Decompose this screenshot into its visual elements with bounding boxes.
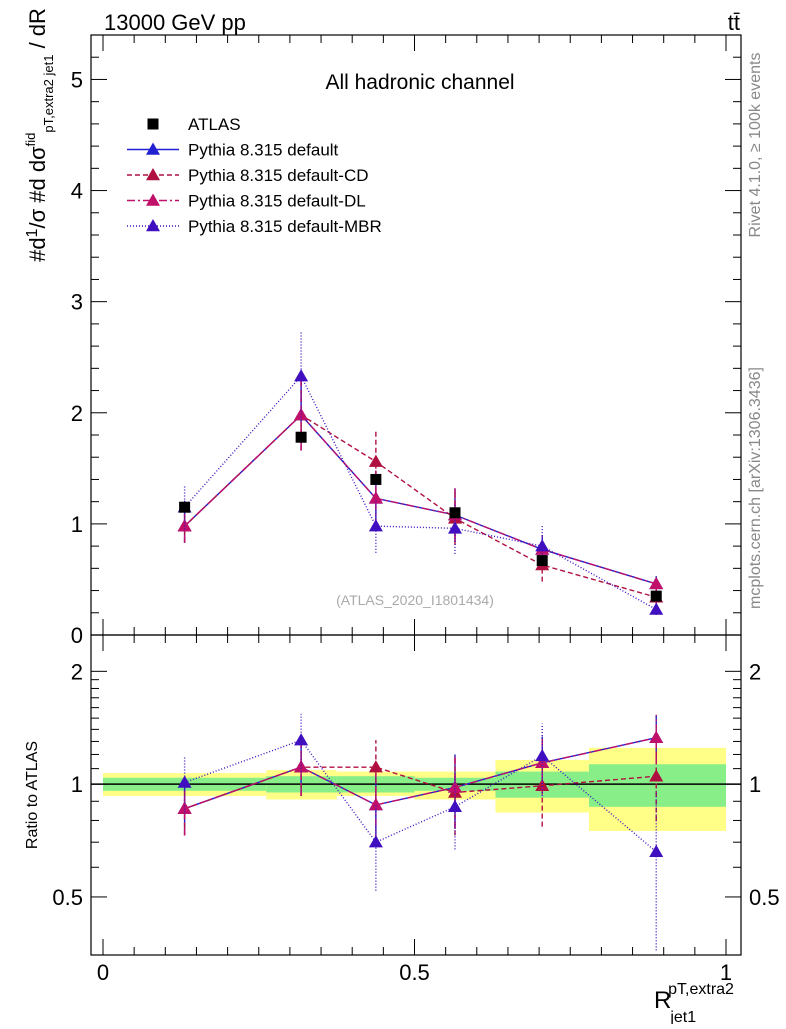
atlas-marker-1 — [295, 431, 307, 443]
ratio-series-1-marker-4 — [535, 778, 550, 792]
ratio-panel: 0.5 0.5 1 1 2 2 0 0.5 1 — [52, 634, 780, 985]
legend-marker-3 — [146, 193, 160, 206]
atlas-marker-5 — [650, 590, 662, 602]
atlas-marker-4 — [536, 555, 548, 567]
ratio-xtick-label-2: 1 — [720, 960, 732, 985]
watermark: (ATLAS_2020_I1801434) — [336, 592, 494, 608]
energy-label: 13000 GeV pp — [104, 10, 246, 35]
main-series — [177, 331, 664, 615]
main-series-4-marker-5 — [649, 602, 664, 615]
main-series-3-line — [184, 413, 657, 585]
ratio-xtick-label-0: 0 — [97, 960, 109, 985]
ratio-ytick-label-right-2: 2 — [749, 659, 761, 684]
legend-label-1: Pythia 8.315 default — [188, 141, 339, 160]
ratio-series-2-marker-0 — [177, 801, 192, 814]
x-axis-label-text: Rjet1pT,extra2 — [654, 981, 734, 1024]
main-series-3-marker-0 — [177, 519, 192, 532]
ratio-series — [177, 713, 664, 951]
main-series-2-marker-2 — [368, 454, 383, 467]
ratio-series-3-marker-5 — [649, 844, 664, 858]
ratio-series-2-marker-2 — [368, 797, 383, 811]
ratio-series-1-marker-2 — [368, 760, 383, 773]
process-label: tt̄ — [728, 10, 740, 35]
atlas-marker-0 — [179, 501, 191, 513]
atlas-marker-3 — [449, 507, 461, 519]
ratio-series-3-marker-1 — [294, 733, 309, 746]
main-axes: 0 1 2 3 4 5 — [71, 34, 742, 648]
main-series-3-marker-5 — [649, 576, 664, 590]
ratio-series-1-marker-5 — [649, 769, 664, 782]
legend-label-0: ATLAS — [188, 115, 241, 134]
ratio-series-2-marker-3 — [447, 780, 462, 793]
main-panel: All hadronic channel (ATLAS_2020_I180143… — [71, 34, 742, 648]
ratio-series-2-marker-4 — [535, 755, 550, 769]
ratio-ytick-label-left-1: 1 — [71, 772, 83, 797]
ratio-ytick-label-right-1: 1 — [749, 772, 761, 797]
main-series-1-line — [184, 413, 657, 585]
ratio-series-2-marker-1 — [294, 760, 309, 773]
main-ytick-label-0: 0 — [71, 623, 83, 648]
legend-marker-1 — [146, 142, 160, 155]
rivet-label: Rivet 4.1.0, ≥ 100k events — [747, 53, 764, 238]
legend-marker-2 — [146, 168, 160, 181]
main-series-4-marker-3 — [447, 521, 462, 534]
legend-label-3: Pythia 8.315 default-DL — [188, 192, 366, 211]
ratio-ytick-label-right-0: 0.5 — [749, 885, 780, 910]
main-series-4-marker-2 — [368, 519, 383, 532]
ratio-frame — [90, 634, 742, 956]
legend: ATLAS Pythia 8.315 default Pythia 8.315 de… — [127, 115, 382, 236]
legend-label-4: Pythia 8.315 default-MBR — [188, 217, 382, 236]
ratio-series-3-marker-3 — [447, 799, 462, 813]
atlas-marker-2 — [370, 473, 382, 485]
mcplots-label: mcplots.cern.ch [arXiv:1306.3436] — [747, 367, 764, 609]
x-axis-label: Rjet1pT,extra2 — [654, 981, 734, 1026]
ratio-series-2-marker-5 — [649, 730, 664, 743]
ratio-xtick-label-1: 0.5 — [399, 960, 430, 985]
ratio-series-3-marker-0 — [177, 775, 192, 788]
main-ytick-label-4: 4 — [71, 179, 83, 204]
ratio-ytick-label-left-0: 0.5 — [52, 885, 83, 910]
main-title: All hadronic channel — [325, 71, 514, 94]
main-y-axis-label-text: #d1/σ #d dσfidpT,extra2 jet1 / dR — [23, 8, 56, 262]
main-y-axis-label: #d1/σ #d dσfidpT,extra2 jet1 / dR — [23, 8, 56, 262]
ratio-y-axis-label: Ratio to ATLAS — [24, 741, 41, 849]
ratio-series-1-line — [184, 766, 657, 810]
main-ytick-label-1: 1 — [71, 512, 83, 537]
legend-label-2: Pythia 8.315 default-CD — [188, 166, 369, 185]
main-series-4-line — [184, 374, 657, 611]
ratio-series-3-line — [184, 739, 657, 853]
ratio-ytick-label-left-2: 2 — [71, 659, 83, 684]
legend-marker-4 — [146, 219, 160, 232]
ratio-series-3-marker-4 — [535, 748, 550, 762]
main-series-4-marker-1 — [294, 369, 309, 382]
ratio-bands — [91, 747, 741, 831]
stat-band-5 — [588, 764, 726, 807]
main-series-2-line — [184, 414, 657, 598]
main-ytick-label-3: 3 — [71, 290, 83, 315]
legend-marker-0 — [147, 118, 159, 130]
main-ytick-label-5: 5 — [71, 67, 83, 92]
ratio-series-3-marker-2 — [368, 835, 383, 848]
ratio-axes: 0.5 0.5 1 1 2 2 0 0.5 1 — [52, 634, 780, 985]
main-series-4-marker-4 — [535, 539, 550, 552]
ratio-series-2-line — [184, 737, 657, 810]
main-series-3-marker-2 — [368, 491, 383, 504]
main-ytick-label-2: 2 — [71, 401, 83, 426]
